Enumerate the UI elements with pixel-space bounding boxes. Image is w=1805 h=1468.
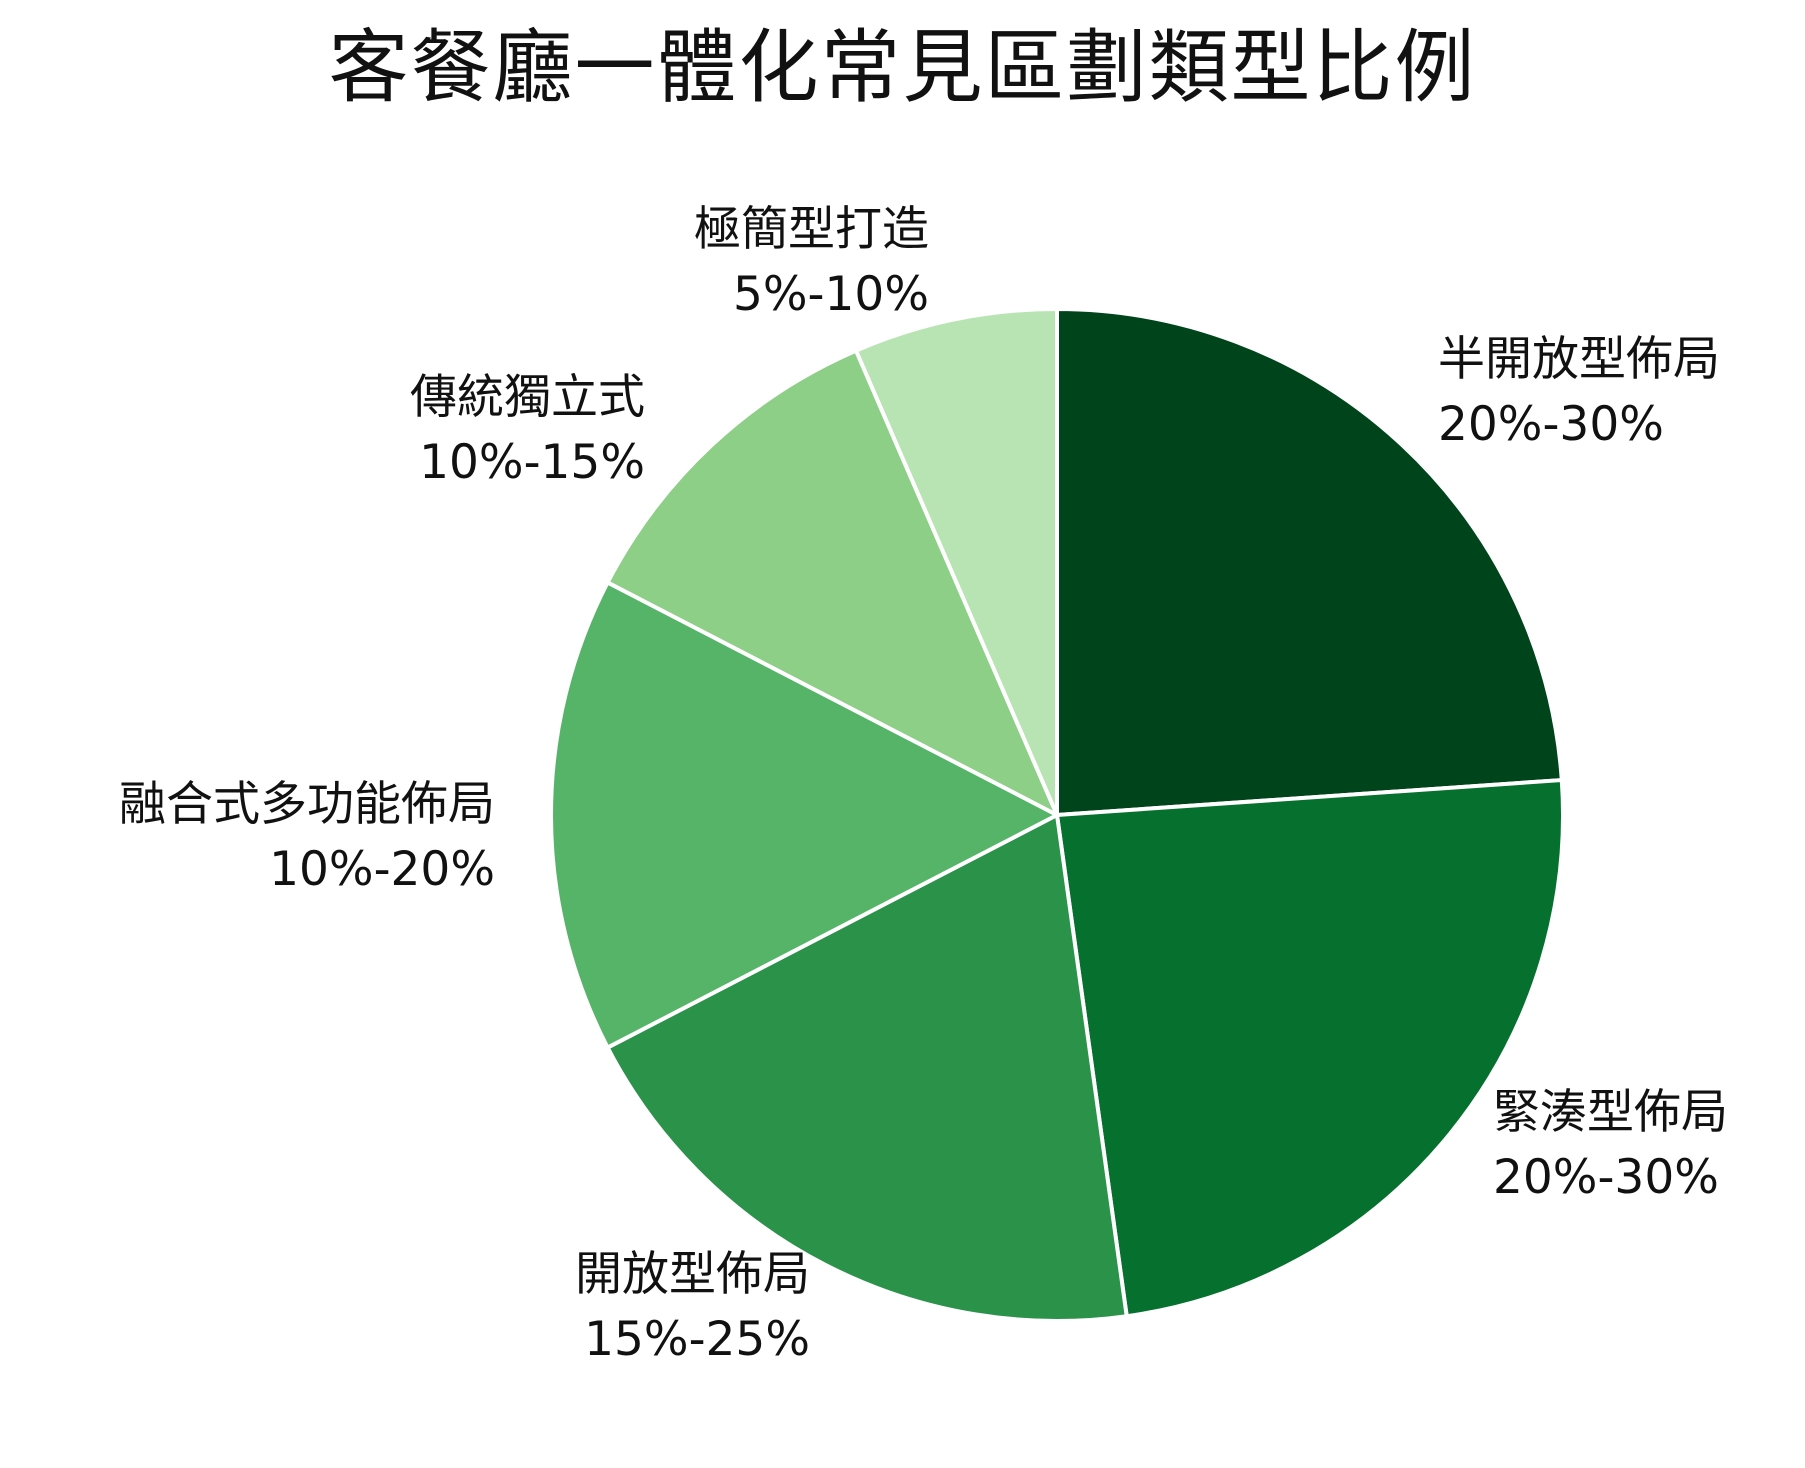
- slice-name-label: 極簡型打造: [694, 202, 929, 257]
- slice-range-label: 5%-10%: [733, 267, 929, 322]
- slice-label: 緊湊型佈局 20%-30%: [1493, 1085, 1728, 1205]
- pie-slices: [548, 307, 1565, 1323]
- slice-range-label: 10%-20%: [269, 842, 495, 897]
- pie-slice: [1055, 307, 1564, 817]
- slice-name-label: 緊湊型佈局: [1493, 1085, 1728, 1140]
- pie-labels: 半開放型佈局 20%-30% 緊湊型佈局 20%-30% 開放型佈局 15%-25% 融合式…: [119, 202, 1728, 1367]
- slice-name-label: 融合式多功能佈局: [119, 777, 495, 832]
- slice-range-label: 20%-30%: [1438, 397, 1664, 452]
- pie-slice: [854, 307, 1059, 817]
- pie-slice: [605, 348, 1059, 817]
- slice-label: 極簡型打造 5%-10%: [694, 202, 929, 322]
- slice-range-label: 20%-30%: [1493, 1150, 1719, 1205]
- slice-range-label: 15%-25%: [584, 1312, 810, 1367]
- pie-slice: [548, 580, 1059, 1050]
- slice-label: 半開放型佈局 20%-30%: [1438, 332, 1720, 452]
- slice-label: 融合式多功能佈局 10%-20%: [119, 777, 495, 897]
- chart-title: 客餐廳一體化常見區劃類型比例: [328, 21, 1477, 114]
- pie-slice: [1055, 778, 1565, 1319]
- slice-label: 開放型佈局 15%-25%: [575, 1247, 810, 1367]
- pie-slice: [605, 813, 1129, 1323]
- slice-name-label: 半開放型佈局: [1438, 332, 1720, 387]
- slice-name-label: 傳統獨立式: [410, 370, 645, 425]
- slice-label: 傳統獨立式 10%-15%: [410, 370, 645, 490]
- slice-range-label: 10%-15%: [419, 435, 645, 490]
- slice-name-label: 開放型佈局: [575, 1247, 810, 1302]
